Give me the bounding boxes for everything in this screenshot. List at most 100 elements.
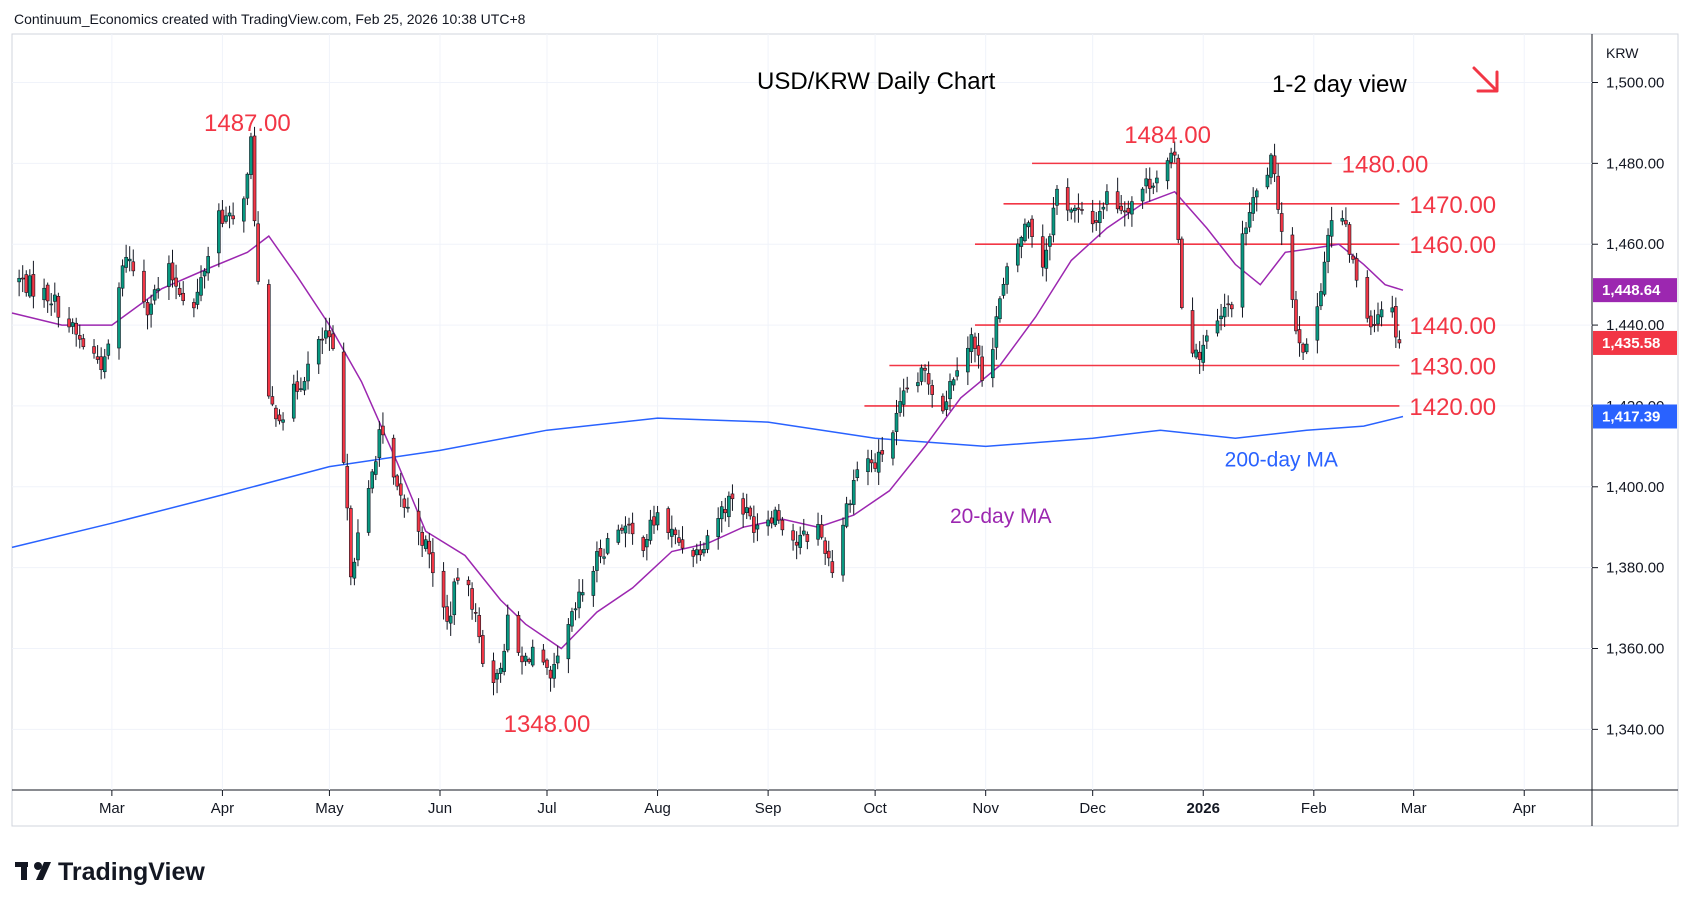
- candle-body: [106, 343, 111, 356]
- candle: [1101, 202, 1106, 220]
- candle-body: [752, 516, 756, 533]
- candle-body: [1294, 299, 1298, 332]
- candle: [274, 404, 278, 427]
- candle: [142, 259, 146, 309]
- candle-body: [473, 611, 478, 614]
- candle: [1222, 293, 1227, 327]
- candle-body: [1130, 201, 1134, 215]
- candle-body: [1055, 188, 1059, 206]
- candle: [220, 200, 225, 228]
- candle-body: [1247, 212, 1252, 228]
- candle-body: [1151, 185, 1156, 188]
- candle-body: [1115, 191, 1120, 210]
- candle: [1219, 303, 1223, 331]
- annotation-1487-00: 1487.00: [204, 110, 291, 137]
- candle: [1119, 195, 1124, 215]
- price-tag-label: 1,417.39: [1602, 408, 1660, 425]
- candle-body: [1219, 315, 1223, 320]
- candle: [277, 409, 282, 425]
- candle: [730, 484, 735, 511]
- month-tick-label: Feb: [1301, 800, 1327, 817]
- candle-body: [145, 302, 150, 316]
- candle: [691, 547, 696, 568]
- candle-body: [1304, 343, 1309, 353]
- candle: [555, 645, 560, 670]
- candle: [1194, 343, 1198, 360]
- chart-frame: [11, 33, 1679, 827]
- candle-body: [1194, 349, 1198, 358]
- candles: [17, 126, 1402, 696]
- candle: [694, 543, 699, 564]
- candle-body: [1001, 283, 1006, 296]
- candle: [167, 255, 171, 300]
- candle: [794, 531, 799, 560]
- candle: [217, 203, 221, 268]
- candle-body: [1030, 218, 1034, 237]
- candle: [791, 523, 795, 551]
- candle-body: [605, 538, 610, 554]
- candle: [580, 579, 585, 602]
- candle: [673, 527, 678, 545]
- candle-body: [1076, 207, 1081, 210]
- candle-body: [227, 212, 232, 217]
- candle: [505, 604, 510, 653]
- candle-body: [202, 270, 207, 277]
- ma200-line-layer: [11, 415, 1404, 549]
- candle-body: [523, 655, 528, 662]
- candle-body: [1015, 243, 1020, 266]
- candle: [266, 279, 271, 399]
- candle-body: [552, 663, 556, 679]
- time-axis[interactable]: Mar Apr May Jun Jul Aug Sep Oct Nov Dec 2026 Feb Mar…: [99, 790, 1536, 817]
- candle: [752, 505, 756, 543]
- candle-body: [1094, 220, 1099, 223]
- candle-body: [156, 288, 161, 291]
- candle-body: [969, 334, 974, 352]
- candle-body: [242, 198, 246, 222]
- candle-body: [345, 466, 350, 509]
- candle: [777, 504, 781, 524]
- candle-body: [1372, 324, 1377, 326]
- price-tick-label: 1,380.00: [1606, 560, 1664, 577]
- candle: [99, 347, 103, 380]
- candle: [698, 540, 703, 561]
- candle: [31, 260, 36, 309]
- candle-body: [124, 256, 128, 268]
- candle: [595, 541, 599, 583]
- candle: [723, 497, 728, 522]
- candle-body: [70, 322, 75, 327]
- candle-body: [24, 274, 29, 293]
- candle: [655, 505, 660, 531]
- candle: [966, 336, 970, 386]
- candle: [1265, 167, 1270, 190]
- candle: [495, 669, 499, 694]
- level-labels: 1480.00 1470.00 1460.00 1440.00 1430.00 1420.…: [1342, 151, 1497, 421]
- candle-body: [1394, 306, 1398, 338]
- candle-body: [777, 510, 781, 521]
- price-axis[interactable]: 1,340.001,360.001,380.001,400.001,420.00…: [1592, 75, 1664, 739]
- candle-body: [998, 298, 1002, 320]
- candle: [224, 206, 228, 224]
- candle-body: [470, 588, 474, 610]
- candle-body: [441, 570, 446, 608]
- candle-body: [445, 606, 449, 622]
- candle-body: [224, 215, 228, 222]
- candle-body: [42, 287, 46, 301]
- candle-body: [1197, 351, 1202, 360]
- candle-body: [331, 333, 335, 349]
- candle: [905, 376, 910, 393]
- candle-body: [1126, 207, 1131, 213]
- month-tick-label: 2026: [1187, 800, 1220, 817]
- candle: [1369, 310, 1373, 335]
- candle: [1180, 236, 1184, 310]
- candle-body: [826, 550, 831, 559]
- candle: [227, 205, 232, 229]
- candle: [816, 512, 820, 546]
- price-tag-label: 1,435.58: [1602, 335, 1660, 352]
- candle: [1190, 297, 1195, 358]
- candle: [423, 535, 428, 552]
- candle: [530, 639, 535, 668]
- candle: [491, 652, 496, 696]
- candle: [1197, 341, 1202, 374]
- candle: [830, 550, 835, 578]
